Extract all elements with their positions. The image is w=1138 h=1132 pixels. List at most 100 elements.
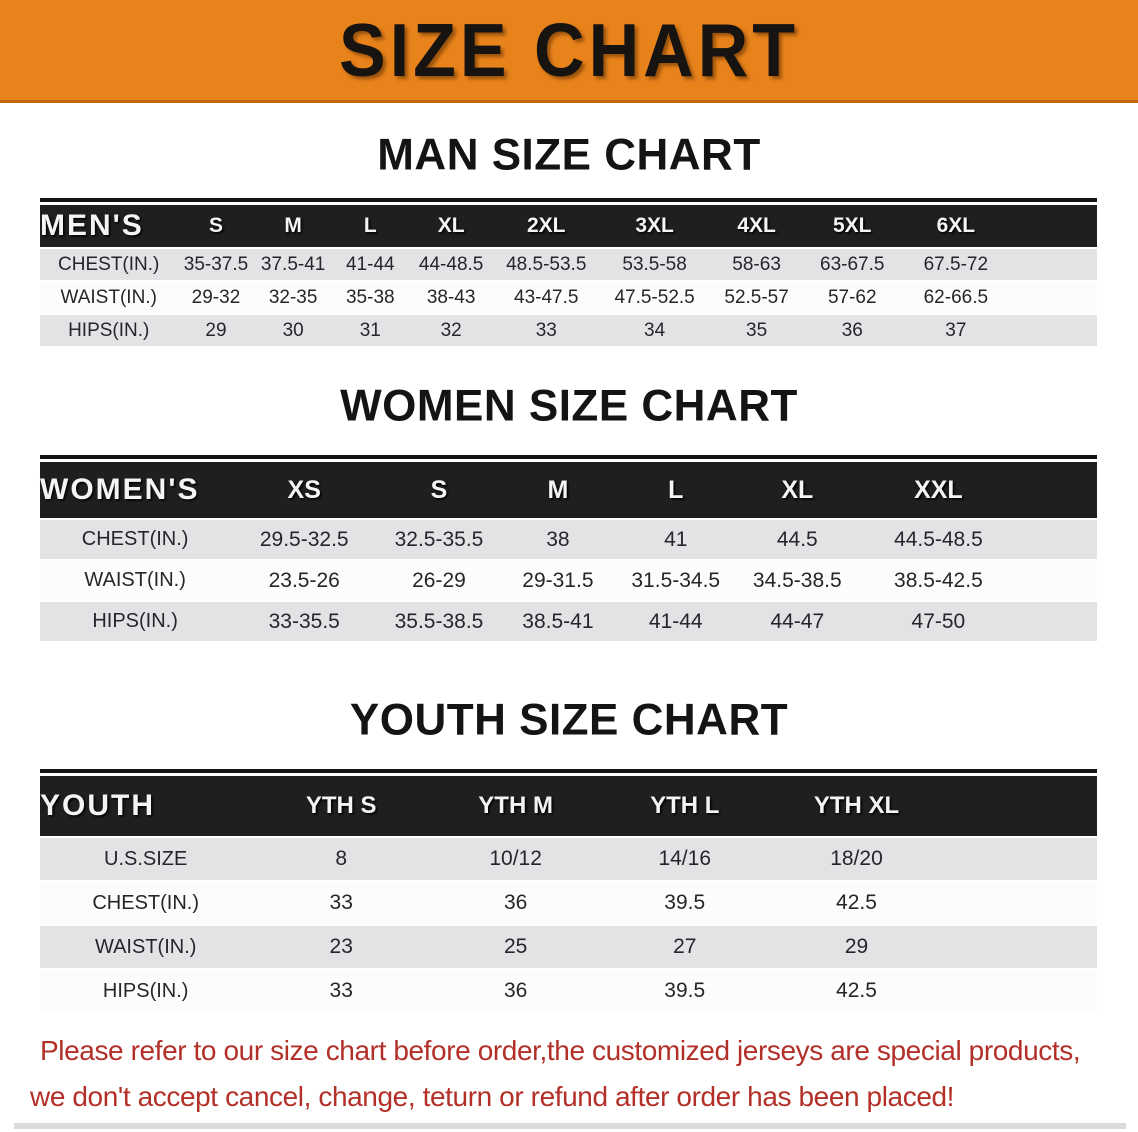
size-value: 44-48.5 bbox=[408, 249, 494, 280]
women-size-col-xs: XS bbox=[230, 462, 379, 518]
men-table-wrap: MEN'S S M L XL 2XL 3XL 4XL 5XL 6XL bbox=[40, 198, 1097, 348]
size-value: 35.5-38.5 bbox=[378, 602, 500, 641]
size-value: 29 bbox=[769, 926, 944, 968]
size-value: 42.5 bbox=[769, 970, 944, 1012]
men-size-table: MEN'S S M L XL 2XL 3XL 4XL 5XL 6XL bbox=[40, 203, 1097, 348]
size-value: 52.5-57 bbox=[710, 282, 804, 313]
size-value: 41 bbox=[616, 520, 736, 559]
row-label: WAIST(IN.) bbox=[40, 561, 231, 600]
row-label: U.S.SIZE bbox=[40, 838, 252, 880]
row-label: CHEST(IN.) bbox=[40, 520, 231, 559]
filler-cell bbox=[943, 838, 1097, 880]
filler-cell bbox=[1017, 520, 1097, 559]
youth-size-col-l: YTH L bbox=[600, 776, 770, 836]
women-size-col-s: S bbox=[378, 462, 500, 518]
size-value: 39.5 bbox=[600, 970, 770, 1012]
youth-size-col-s: YTH S bbox=[251, 776, 432, 836]
size-value: 37.5-41 bbox=[254, 249, 332, 280]
men-size-col-3xl: 3XL bbox=[599, 205, 711, 247]
size-value: 44-47 bbox=[735, 602, 860, 641]
size-value: 34.5-38.5 bbox=[735, 561, 860, 600]
youth-section: YOUTH SIZE CHART YOUTH YTH S YTH M YTH L… bbox=[0, 695, 1138, 1014]
filler-cell bbox=[943, 926, 1097, 968]
table-row: CHEST(IN.) 33 36 39.5 42.5 bbox=[40, 882, 1097, 924]
women-size-col-m: M bbox=[499, 462, 617, 518]
men-size-col-l: L bbox=[331, 205, 409, 247]
women-size-col-xl: XL bbox=[735, 462, 860, 518]
women-header-row: WOMEN'S XS S M L XL XXL bbox=[40, 462, 1097, 518]
filler-cell bbox=[1010, 315, 1097, 346]
row-label: CHEST(IN.) bbox=[40, 882, 252, 924]
men-size-col-5xl: 5XL bbox=[803, 205, 902, 247]
row-label: CHEST(IN.) bbox=[40, 249, 178, 280]
youth-size-table: YOUTH YTH S YTH M YTH L YTH XL U.S.SIZE … bbox=[40, 774, 1097, 1014]
youth-header-row: YOUTH YTH S YTH M YTH L YTH XL bbox=[40, 776, 1097, 836]
notice-line-2: we don't accept cancel, change, teturn o… bbox=[30, 1081, 955, 1112]
size-value: 41-44 bbox=[616, 602, 736, 641]
row-label: HIPS(IN.) bbox=[40, 315, 178, 346]
women-size-col-l: L bbox=[616, 462, 736, 518]
size-value: 44.5 bbox=[735, 520, 860, 559]
size-value: 42.5 bbox=[769, 882, 944, 924]
youth-section-heading: YOUTH SIZE CHART bbox=[349, 694, 789, 745]
size-value: 35 bbox=[710, 315, 804, 346]
size-value: 32-35 bbox=[254, 282, 332, 313]
size-value: 29-32 bbox=[177, 282, 255, 313]
filler-cell bbox=[943, 882, 1097, 924]
table-row: CHEST(IN.) 29.5-32.5 32.5-35.5 38 41 44.… bbox=[40, 520, 1097, 559]
size-value: 38.5-41 bbox=[499, 602, 617, 641]
youth-size-col-m: YTH M bbox=[431, 776, 601, 836]
size-value: 10/12 bbox=[431, 838, 601, 880]
youth-table-wrap: YOUTH YTH S YTH M YTH L YTH XL U.S.SIZE … bbox=[40, 769, 1097, 1014]
row-label: WAIST(IN.) bbox=[40, 926, 252, 968]
size-value: 35-37.5 bbox=[177, 249, 255, 280]
size-value: 29 bbox=[177, 315, 255, 346]
filler-cell bbox=[943, 776, 1097, 836]
size-value: 53.5-58 bbox=[599, 249, 711, 280]
men-size-col-2xl: 2XL bbox=[493, 205, 600, 247]
size-value: 32.5-35.5 bbox=[378, 520, 500, 559]
size-value: 34 bbox=[599, 315, 711, 346]
filler-cell bbox=[1017, 602, 1097, 641]
size-value: 63-67.5 bbox=[803, 249, 902, 280]
size-value: 33 bbox=[251, 970, 432, 1012]
size-value: 32 bbox=[408, 315, 494, 346]
filler-cell bbox=[1010, 205, 1097, 247]
size-value: 26-29 bbox=[378, 561, 500, 600]
banner: SIZE CHART bbox=[0, 0, 1138, 103]
women-size-table: WOMEN'S XS S M L XL XXL CHEST(IN.) 29.5-… bbox=[40, 460, 1097, 643]
size-value: 43-47.5 bbox=[493, 282, 600, 313]
size-value: 27 bbox=[600, 926, 770, 968]
size-value: 33 bbox=[493, 315, 600, 346]
size-value: 62-66.5 bbox=[901, 282, 1011, 313]
size-value: 36 bbox=[431, 970, 601, 1012]
youth-size-col-xl: YTH XL bbox=[769, 776, 944, 836]
size-value: 38.5-42.5 bbox=[859, 561, 1018, 600]
size-value: 23 bbox=[251, 926, 432, 968]
size-value: 30 bbox=[254, 315, 332, 346]
size-value: 57-62 bbox=[803, 282, 902, 313]
men-size-col-s: S bbox=[177, 205, 255, 247]
filler-cell bbox=[1010, 282, 1097, 313]
row-label: WAIST(IN.) bbox=[40, 282, 178, 313]
size-value: 36 bbox=[431, 882, 601, 924]
size-value: 8 bbox=[251, 838, 432, 880]
table-row: HIPS(IN.) 29 30 31 32 33 34 35 36 37 bbox=[40, 315, 1097, 346]
men-header-row: MEN'S S M L XL 2XL 3XL 4XL 5XL 6XL bbox=[40, 205, 1097, 247]
size-value: 37 bbox=[901, 315, 1011, 346]
table-row: WAIST(IN.) 23 25 27 29 bbox=[40, 926, 1097, 968]
women-section-heading: WOMEN SIZE CHART bbox=[340, 380, 798, 431]
size-value: 47-50 bbox=[859, 602, 1018, 641]
row-label: HIPS(IN.) bbox=[40, 602, 231, 641]
size-value: 41-44 bbox=[331, 249, 409, 280]
size-value: 23.5-26 bbox=[230, 561, 379, 600]
filler-cell bbox=[1017, 462, 1097, 518]
filler-cell bbox=[1010, 249, 1097, 280]
size-value: 18/20 bbox=[769, 838, 944, 880]
size-value: 33 bbox=[251, 882, 432, 924]
size-value: 39.5 bbox=[600, 882, 770, 924]
women-size-col-xxl: XXL bbox=[859, 462, 1018, 518]
size-value: 25 bbox=[431, 926, 601, 968]
table-row: WAIST(IN.) 23.5-26 26-29 29-31.5 31.5-34… bbox=[40, 561, 1097, 600]
